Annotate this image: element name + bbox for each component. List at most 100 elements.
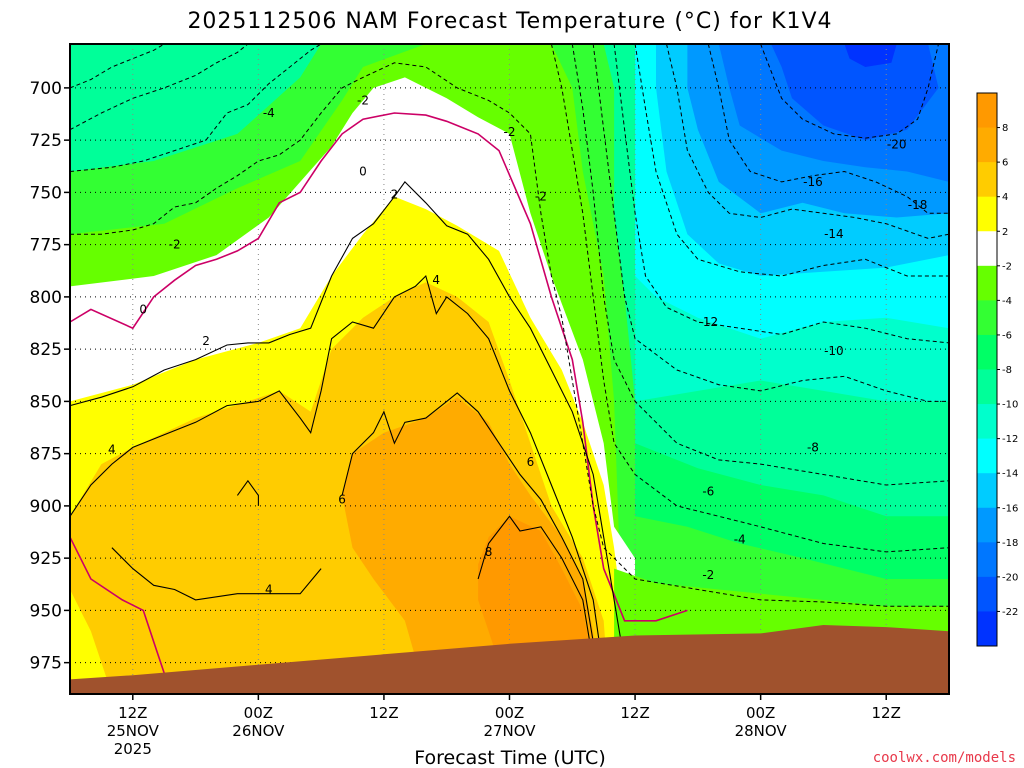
x-tick-label: 28NOV (735, 722, 788, 740)
colorbar-label: -8 (1002, 365, 1012, 376)
contour-label: -20 (887, 137, 907, 151)
contour-label: -2 (504, 125, 516, 139)
contour-label: -2 (702, 568, 714, 582)
colorbar-swatch (977, 162, 997, 198)
y-tick-label: 800 (30, 288, 62, 308)
contour-line-1 (69, 536, 165, 674)
colorbar-swatch (977, 473, 997, 509)
x-tick-label: 12Z (118, 704, 147, 722)
colorbar-label: 6 (1002, 158, 1008, 169)
colorbar-swatch (977, 334, 997, 370)
contour-label: 2 (391, 187, 399, 201)
y-tick-label: 900 (30, 497, 62, 517)
contour-line-6 (111, 547, 322, 601)
colorbar-label: -12 (1002, 434, 1018, 445)
contour-label: -6 (702, 484, 714, 498)
contour-label: 4 (265, 582, 273, 596)
x-axis-label: Forecast Time (UTC) (414, 747, 605, 768)
colorbar-swatch (977, 542, 997, 578)
y-tick-label: 850 (30, 392, 62, 412)
colorbar-label: -4 (1002, 296, 1012, 307)
contour-line-5 (477, 515, 594, 663)
colorbar-swatch (977, 231, 997, 267)
colorbar-swatch (977, 438, 997, 474)
colorbar-swatch (977, 300, 997, 336)
contour-label: 4 (108, 442, 116, 456)
y-tick-label: 825 (30, 340, 62, 360)
x-tick-label: 26NOV (232, 722, 285, 740)
contour-lines (69, 43, 950, 684)
colorbar-swatch (977, 196, 997, 232)
colorbar-swatch (977, 369, 997, 405)
contour-labels: -2-2-2-4-20022444668-12-10-8-6-4-2-14-16… (108, 93, 927, 596)
contour-line-12 (550, 43, 950, 553)
contour-line-9 (69, 43, 322, 172)
colorbar-label: -14 (1002, 469, 1018, 480)
colorbar-label: -22 (1002, 607, 1018, 618)
colorbar-label: -2 (1002, 261, 1012, 272)
band-cold-20 (771, 44, 939, 141)
contour-label: 0 (359, 164, 367, 178)
contour-line-18 (707, 43, 949, 214)
colorbar-label: -18 (1002, 538, 1018, 549)
x-tick-label: 12Z (620, 704, 649, 722)
contour-line-11 (69, 43, 165, 89)
x-tick-label: 2025 (114, 740, 152, 758)
y-tick-label: 875 (30, 445, 62, 465)
colorbar-label: -16 (1002, 503, 1018, 514)
colorbar-swatch (977, 576, 997, 612)
contour-line-14 (592, 43, 949, 402)
y-tick-label: 775 (30, 236, 62, 256)
terrain (70, 625, 949, 694)
contour-line-15 (613, 43, 950, 344)
contour-label: -12 (699, 315, 719, 329)
colorbar-swatch (977, 265, 997, 301)
x-tick-label: 27NOV (483, 722, 536, 740)
colorbar: 8 6 4 2 -2 -4 -6 -8 -10 -12 -14 -16 -18 -20 -22 (976, 92, 1018, 647)
x-tick-label: 00Z (746, 704, 775, 722)
contour-line-17 (666, 43, 950, 239)
credit-link[interactable]: coolwx.com/models (873, 750, 1016, 766)
y-tick-label: 975 (30, 654, 62, 674)
x-tick-label: 12Z (369, 704, 398, 722)
contour-label: -2 (535, 190, 547, 204)
contour-label: -4 (734, 532, 746, 546)
contour-line-4 (341, 392, 594, 684)
colorbar-label: -6 (1002, 330, 1012, 341)
contour-label: -16 (803, 175, 823, 189)
contour-line-10 (69, 43, 249, 131)
contour-line-2 (69, 181, 626, 663)
x-tick-label: 12Z (872, 704, 901, 722)
colorbar-label: 8 (1002, 123, 1008, 134)
grid-lines (70, 44, 949, 694)
colorbar-label: -20 (1002, 572, 1018, 583)
contour-label: 6 (527, 455, 535, 469)
x-tick-label: 00Z (495, 704, 524, 722)
contour-line-8 (70, 62, 949, 607)
contour-label: 0 (139, 302, 147, 316)
contour-line-7 (236, 479, 259, 506)
contour-line-13 (571, 43, 950, 486)
y-tick-label: 950 (30, 601, 62, 621)
contour-line-0 (69, 112, 688, 622)
contour-label: 8 (485, 545, 493, 559)
band-nw-8 (70, 44, 301, 161)
colorbar-swatch (977, 127, 997, 163)
contour-label: -14 (824, 227, 844, 241)
contour-label: 6 (338, 493, 346, 507)
terrain-fill (70, 625, 949, 694)
x-tick-label: 25NOV (107, 722, 160, 740)
colorbar-label: 2 (1002, 227, 1008, 238)
band-cold-22 (844, 44, 897, 67)
contour-label: -10 (824, 344, 844, 358)
colorbar-label: -10 (1002, 400, 1018, 411)
contour-label: 4 (432, 273, 440, 287)
contour-line-3 (69, 274, 605, 674)
contour-label: 2 (202, 334, 210, 348)
colorbar-label: 4 (1002, 192, 1008, 203)
y-tick-label: 750 (30, 183, 62, 203)
contour-label: -18 (908, 198, 928, 212)
contour-line-19 (760, 43, 939, 139)
